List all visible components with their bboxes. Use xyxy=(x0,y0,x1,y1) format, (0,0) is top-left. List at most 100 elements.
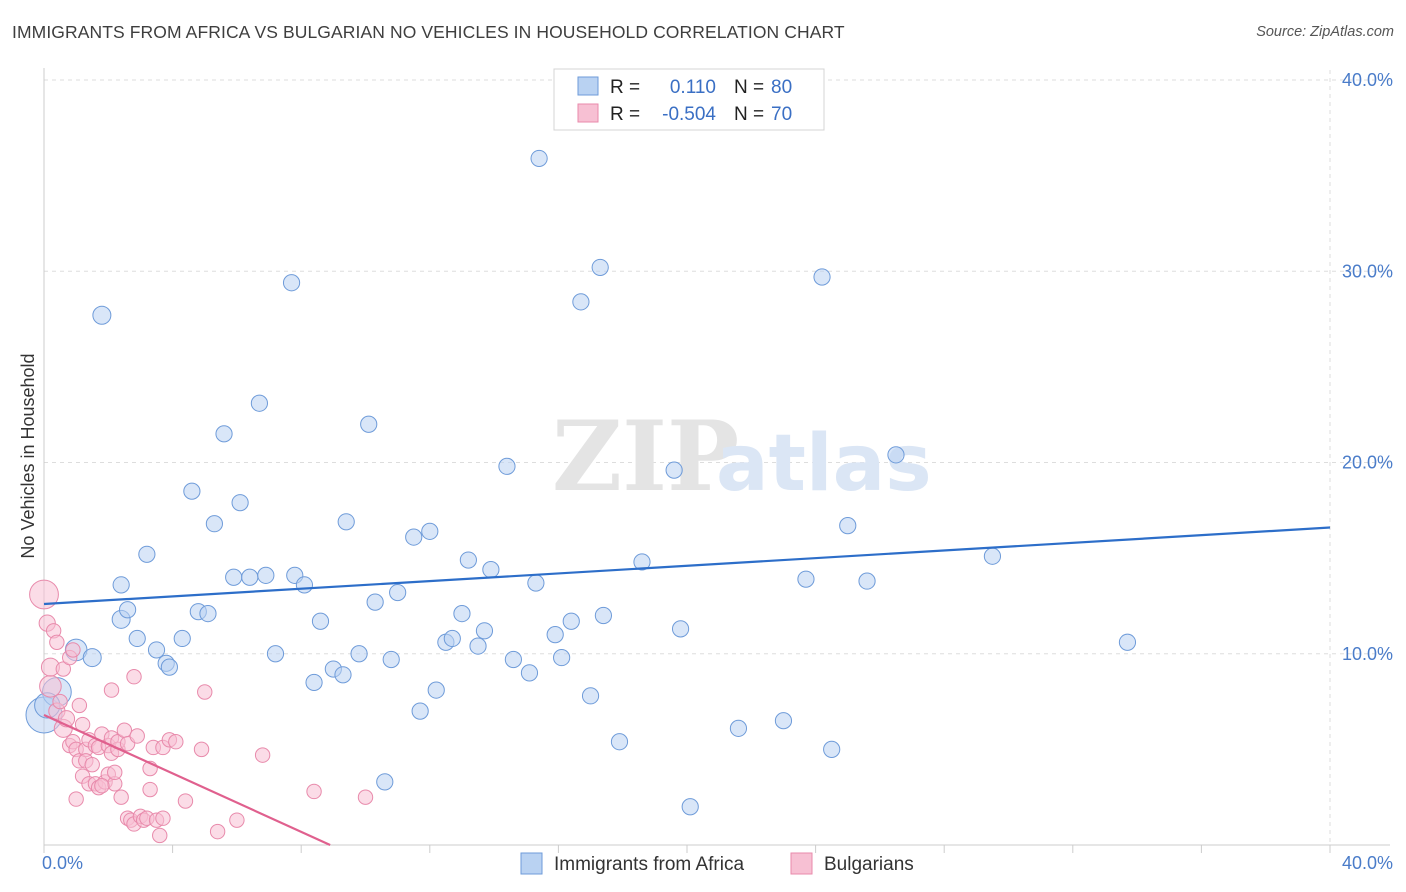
point-blue-61 xyxy=(591,258,609,277)
point-blue-20 xyxy=(225,568,243,586)
point-blue-40 xyxy=(411,702,429,720)
point-pink-49 xyxy=(142,781,158,798)
point-blue-24 xyxy=(257,566,275,584)
point-pink-66 xyxy=(52,693,68,710)
point-pink-15 xyxy=(68,791,84,807)
point-blue-8 xyxy=(118,601,137,619)
point-blue-32 xyxy=(334,666,352,684)
point-blue-17 xyxy=(199,604,217,623)
point-blue-42 xyxy=(427,681,445,699)
legend-n-label-blue: N = xyxy=(734,77,764,98)
point-blue-47 xyxy=(469,637,487,655)
legend-r-label-pink: R = xyxy=(610,104,640,125)
point-blue-4 xyxy=(82,648,102,668)
watermark: ZIP atlas xyxy=(552,400,932,513)
point-blue-37 xyxy=(382,650,400,669)
point-blue-52 xyxy=(504,650,522,669)
point-pink-54 xyxy=(155,810,171,826)
point-pink-57 xyxy=(168,734,184,750)
tick-labels: 10.0% 20.0% 30.0% 40.0% 0.0% 40.0% xyxy=(42,70,1393,873)
legend-n-label-pink: N = xyxy=(734,104,764,125)
point-pink-62 xyxy=(229,812,245,828)
trend-line-pink xyxy=(43,713,331,847)
series-bulgarians xyxy=(29,579,374,844)
point-blue-59 xyxy=(572,293,590,311)
point-blue-35 xyxy=(360,415,378,433)
point-pink-60 xyxy=(197,684,213,700)
point-blue-73 xyxy=(839,517,857,535)
point-blue-51 xyxy=(498,457,516,475)
stats-legend: R = 0.110 N = 80 R = -0.504 N = 70 xyxy=(553,68,825,131)
point-pink-6 xyxy=(49,634,65,650)
point-blue-11 xyxy=(147,641,166,659)
chart-title: IMMIGRANTS FROM AFRICA VS BULGARIAN NO V… xyxy=(12,22,845,42)
point-pink-65 xyxy=(357,789,374,805)
point-blue-48 xyxy=(475,622,494,640)
point-blue-71 xyxy=(813,268,831,286)
point-blue-9 xyxy=(128,629,146,648)
watermark-zip: ZIP xyxy=(552,400,739,513)
point-pink-12 xyxy=(65,642,81,658)
point-blue-53 xyxy=(520,664,539,682)
point-blue-45 xyxy=(453,604,471,623)
point-blue-21 xyxy=(231,494,249,512)
point-pink-64 xyxy=(306,783,322,800)
bottom-legend-label-pink: Bulgarians xyxy=(824,854,914,875)
point-blue-18 xyxy=(205,515,223,533)
point-blue-19 xyxy=(215,425,233,443)
point-blue-57 xyxy=(553,648,571,667)
point-blue-69 xyxy=(774,712,793,730)
point-blue-33 xyxy=(337,513,355,531)
watermark-atlas: atlas xyxy=(716,419,932,509)
point-blue-74 xyxy=(858,572,876,590)
point-blue-70 xyxy=(797,570,815,588)
point-pink-63 xyxy=(254,747,271,763)
point-blue-15 xyxy=(183,482,201,500)
point-blue-63 xyxy=(610,733,629,751)
point-blue-56 xyxy=(546,626,564,644)
bottom-legend-swatch-pink xyxy=(790,852,813,875)
point-blue-64 xyxy=(633,553,651,571)
point-blue-72 xyxy=(823,740,841,758)
point-blue-68 xyxy=(729,719,748,737)
point-blue-50 xyxy=(376,773,394,791)
point-pink-68 xyxy=(129,728,145,744)
point-blue-14 xyxy=(173,629,191,648)
point-pink-36 xyxy=(107,764,123,781)
point-pink-61 xyxy=(209,823,226,840)
point-blue-65 xyxy=(665,461,683,479)
legend-r-label-blue: R = xyxy=(610,77,640,98)
y-tick-label-0: 10.0% xyxy=(1342,644,1393,664)
point-blue-60 xyxy=(581,687,600,705)
point-blue-54 xyxy=(527,574,545,592)
x-tick-label-max: 40.0% xyxy=(1342,853,1393,873)
series-legend: Immigrants from Africa Bulgarians xyxy=(520,852,914,875)
point-blue-25 xyxy=(266,645,285,663)
point-blue-77 xyxy=(1118,633,1137,651)
point-blue-66 xyxy=(671,620,690,638)
x-tick-label-min: 0.0% xyxy=(42,853,83,873)
point-blue-7 xyxy=(112,576,130,594)
point-pink-2 xyxy=(39,674,62,698)
point-blue-34 xyxy=(350,645,368,663)
point-blue-62 xyxy=(594,606,613,625)
y-axis-label: No Vehicles in Household xyxy=(18,353,38,558)
bottom-legend-swatch-blue xyxy=(520,852,543,875)
point-blue-23 xyxy=(250,394,269,412)
point-blue-55 xyxy=(530,149,548,168)
point-pink-23 xyxy=(84,756,100,773)
point-blue-49 xyxy=(482,561,500,579)
point-blue-10 xyxy=(138,545,156,563)
point-blue-76 xyxy=(983,547,1002,565)
point-blue-5 xyxy=(92,305,112,325)
legend-swatch-blue xyxy=(577,76,599,96)
point-pink-45 xyxy=(126,669,142,685)
point-blue-36 xyxy=(366,593,384,611)
point-pink-53 xyxy=(152,827,168,844)
legend-n-value-blue: 80 xyxy=(771,77,792,98)
point-blue-30 xyxy=(311,612,330,630)
point-blue-28 xyxy=(295,576,314,594)
legend-r-value-blue: 0.110 xyxy=(670,77,716,98)
point-pink-16 xyxy=(71,697,88,714)
